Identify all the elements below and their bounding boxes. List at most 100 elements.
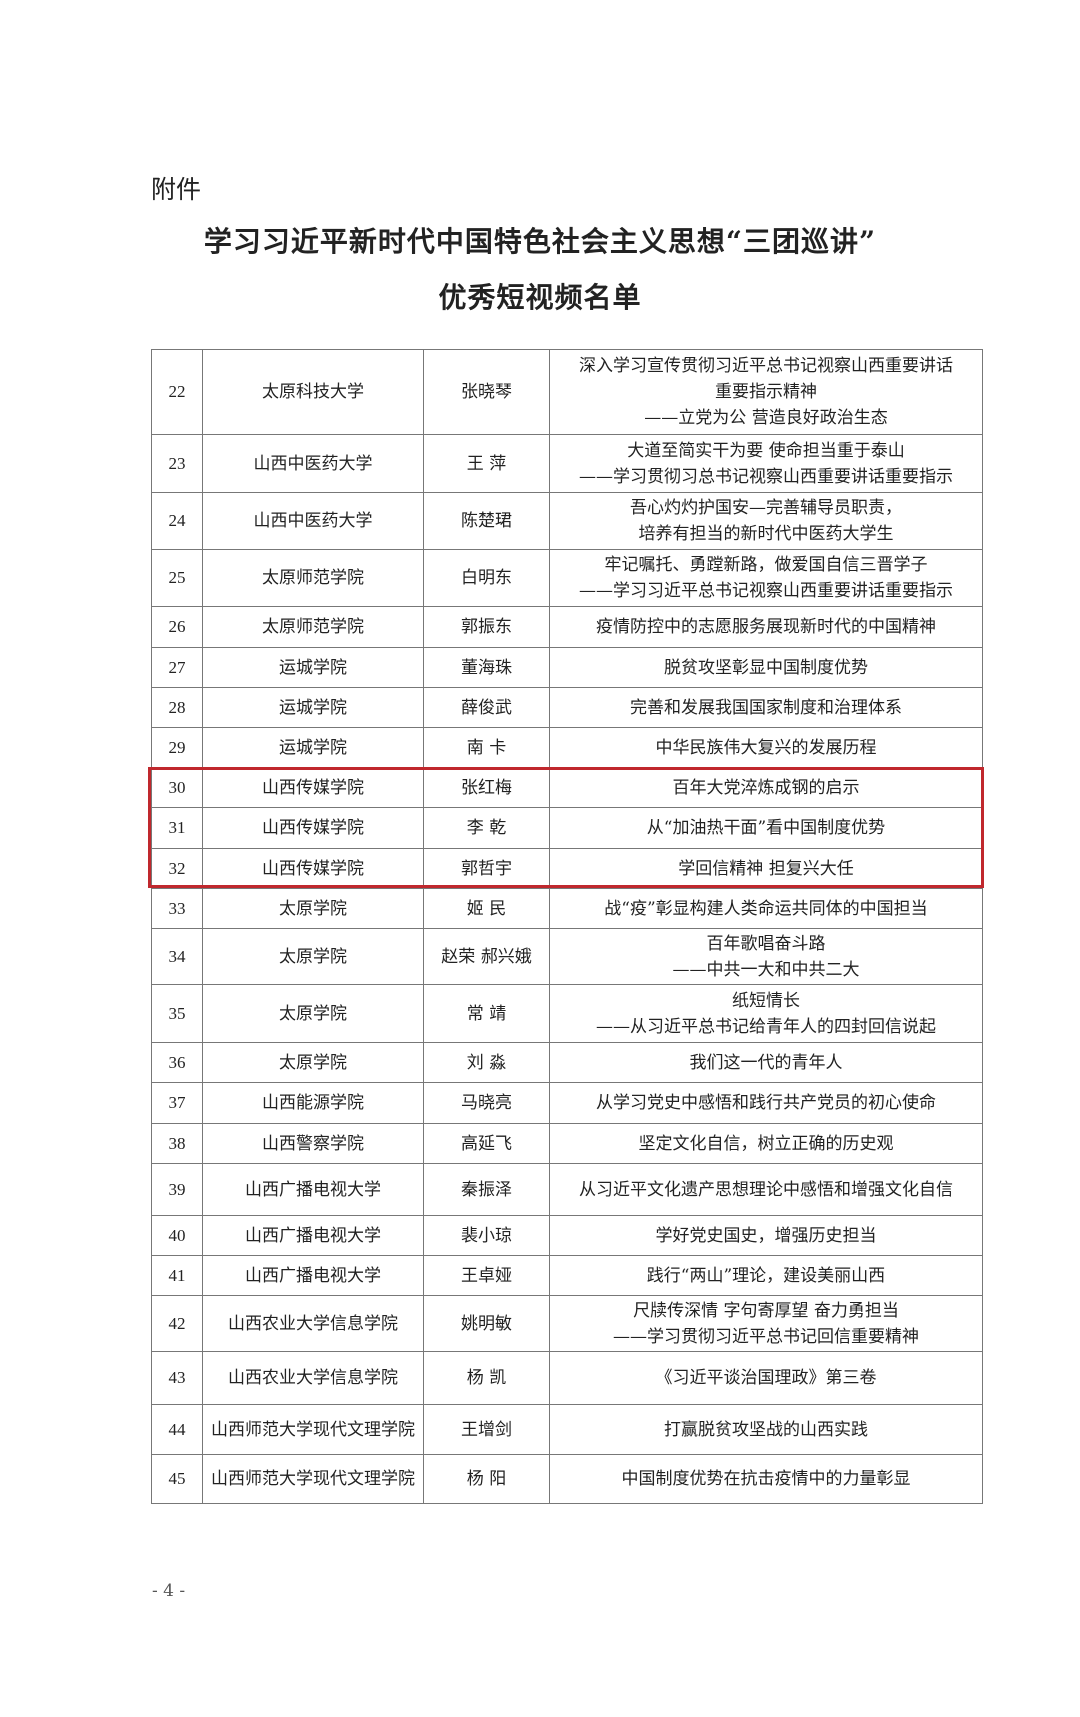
school-cell: 运城学院 bbox=[202, 727, 424, 768]
table-row: 38 山西警察学院 高延飞 坚定文化自信，树立正确的历史观 bbox=[151, 1123, 983, 1164]
school-cell: 山西广播电视大学 bbox=[202, 1215, 424, 1256]
author-cell: 董海珠 bbox=[423, 647, 550, 688]
table-row: 25 太原师范学院 白明东 牢记嘱托、勇蹚新路，做爱国自信三晋学子 ——学习习近平总书记… bbox=[151, 549, 983, 607]
table-row: 45 山西师范大学现代文理学院杨 阳 中国制度优势在抗击疫情中的力量彰显 bbox=[151, 1454, 983, 1504]
work-title-line: 践行“两山”理论，建设美丽山西 bbox=[646, 1265, 886, 1286]
author-cell: 姚明敏 bbox=[423, 1295, 550, 1352]
table-row: 23 山西中医药大学王 萍 大道至简实干为要 使命担当重于泰山 ——学习贯彻习总书记视… bbox=[151, 434, 983, 493]
author-cell: 南 卡 bbox=[423, 727, 550, 768]
work-title-cell: 坚定文化自信，树立正确的历史观 bbox=[549, 1123, 983, 1164]
author-cell: 郭振东 bbox=[423, 606, 550, 648]
row-number: 29 bbox=[151, 727, 203, 768]
work-title-line: 从“加油热干面”看中国制度优势 bbox=[646, 818, 886, 838]
author-cell: 杨 阳 bbox=[423, 1454, 550, 1504]
work-title-line: 坚定文化自信，树立正确的历史观 bbox=[638, 1133, 894, 1154]
author-cell: 薛俊武 bbox=[423, 687, 550, 728]
table-row: 39 山西广播电视大学 秦振泽 从习近平文化遗产思想理论中感悟和增强文化自信 bbox=[151, 1163, 983, 1216]
table-row: 43 山西农业大学信息学院杨 凯 《习近平谈治国理政》第三卷 bbox=[151, 1351, 983, 1405]
school-cell: 太原学院 bbox=[202, 1042, 424, 1083]
row-number: 28 bbox=[151, 687, 203, 728]
work-title-line: 学好党史国史，增强历史担当 bbox=[655, 1225, 877, 1246]
row-number: 33 bbox=[151, 888, 203, 929]
row-number: 22 bbox=[151, 349, 203, 435]
row-number: 38 bbox=[151, 1123, 203, 1164]
table-row: 37 山西能源学院 马晓亮 从学习党史中感悟和践行共产党员的初心使命 bbox=[151, 1082, 983, 1124]
table-row: 31 山西传媒学院李 乾从“加油热干面”看中国制度优势 bbox=[151, 807, 983, 849]
table-row: 27 运城学院 董海珠 脱贫攻坚彰显中国制度优势 bbox=[151, 647, 983, 688]
work-title-cell: 中国制度优势在抗击疫情中的力量彰显 bbox=[549, 1454, 983, 1504]
highlight-box bbox=[148, 767, 984, 888]
work-title-line: 完善和发展我国国家制度和治理体系 bbox=[630, 697, 902, 718]
school-cell: 山西能源学院 bbox=[202, 1082, 424, 1124]
work-title-line: 大道至简实干为要 使命担当重于泰山 bbox=[627, 440, 905, 461]
work-title-cell: 从“加油热干面”看中国制度优势 bbox=[549, 807, 983, 849]
work-title-line: 学回信精神 担复兴大任 bbox=[678, 858, 854, 879]
document-subtitle: 优秀短视频名单 bbox=[438, 281, 642, 314]
row-number: 41 bbox=[151, 1255, 203, 1296]
school-cell: 山西师范大学现代文理学院 bbox=[202, 1404, 424, 1455]
author-cell: 王卓娅 bbox=[423, 1255, 550, 1296]
school-cell: 山西师范大学现代文理学院 bbox=[202, 1454, 424, 1504]
work-title-line: 中国制度优势在抗击疫情中的力量彰显 bbox=[621, 1469, 911, 1489]
school-cell: 运城学院 bbox=[202, 647, 424, 688]
work-title-cell: 纸短情长 ——从习近平总书记给青年人的四封回信说起 bbox=[549, 984, 983, 1043]
table-row: 44 山西师范大学现代文理学院 王增剑 打赢脱贫攻坚战的山西实践 bbox=[151, 1404, 983, 1455]
school-cell: 山西农业大学信息学院 bbox=[202, 1351, 424, 1405]
author-cell: 白明东 bbox=[423, 549, 550, 607]
work-title-line: 纸短情长 bbox=[732, 990, 800, 1011]
author-cell: 郭哲宇 bbox=[423, 848, 550, 889]
row-number: 34 bbox=[151, 928, 203, 985]
row-number: 37 bbox=[151, 1082, 203, 1124]
school-cell: 山西中医药大学 bbox=[202, 492, 424, 550]
table-row: 33 太原学院姬 民 战“疫”彰显构建人类命运共同体的中国担当 bbox=[151, 888, 983, 929]
award-list-table: 22 太原科技大学 张晓琴 深入学习宣传贯彻习近平总书记视察山西重要讲话 重要指示精神 —… bbox=[151, 349, 983, 1504]
work-title-cell: 百年歌唱奋斗路 ——中共一大和中共二大 bbox=[549, 928, 983, 985]
row-number: 35 bbox=[151, 984, 203, 1043]
work-title-line: ——学习贯彻习近平总书记回信重要精神 bbox=[613, 1326, 919, 1347]
school-cell: 太原师范学院 bbox=[202, 606, 424, 648]
page-number: - 4 - bbox=[152, 1581, 186, 1601]
work-title-cell: 大道至简实干为要 使命担当重于泰山 ——学习贯彻习总书记视察山西重要讲话重要指示 bbox=[549, 434, 983, 493]
table-row: 32 山西传媒学院 郭哲宇 学回信精神 担复兴大任 bbox=[151, 848, 983, 889]
school-cell: 山西传媒学院 bbox=[202, 807, 424, 849]
work-title-line: 培养有担当的新时代中医药大学生 bbox=[638, 524, 894, 544]
work-title-cell: 打赢脱贫攻坚战的山西实践 bbox=[549, 1404, 983, 1455]
work-title-cell: 我们这一代的青年人 bbox=[549, 1042, 983, 1083]
author-cell: 王增剑 bbox=[423, 1404, 550, 1455]
row-number: 42 bbox=[151, 1295, 203, 1352]
author-cell: 裴小琼 bbox=[423, 1215, 550, 1256]
work-title-line: 尺牍传深情 字句寄厚望 奋力勇担当 bbox=[633, 1300, 899, 1321]
work-title-cell: 中华民族伟大复兴的发展历程 bbox=[549, 727, 983, 768]
work-title-line: 重要指示精神 bbox=[715, 382, 817, 402]
table-row: 36 太原学院刘 淼 我们这一代的青年人 bbox=[151, 1042, 983, 1083]
work-title-line: ——从习近平总书记给青年人的四封回信说起 bbox=[596, 1016, 936, 1037]
table-row: 40 山西广播电视大学 裴小琼 学好党史国史，增强历史担当 bbox=[151, 1215, 983, 1256]
work-title-line: 战“疫”彰显构建人类命运共同体的中国担当 bbox=[604, 898, 928, 919]
work-title-cell: 吾心灼灼护国安—完善辅导员职责， 培养有担当的新时代中医药大学生 bbox=[549, 492, 983, 550]
school-cell: 太原科技大学 bbox=[202, 349, 424, 435]
work-title-line: 吾心灼灼护国安—完善辅导员职责， bbox=[630, 498, 902, 518]
work-title-cell: 牢记嘱托、勇蹚新路，做爱国自信三晋学子 ——学习习近平总书记视察山西重要讲话重要指… bbox=[549, 549, 983, 607]
work-title-cell: 深入学习宣传贯彻习近平总书记视察山西重要讲话 重要指示精神 ——立党为公 营造良好政… bbox=[549, 349, 983, 435]
school-cell: 山西广播电视大学 bbox=[202, 1163, 424, 1216]
work-title-cell: 疫情防控中的志愿服务展现新时代的中国精神 bbox=[549, 606, 983, 648]
work-title-cell: 战“疫”彰显构建人类命运共同体的中国担当 bbox=[549, 888, 983, 929]
row-number: 36 bbox=[151, 1042, 203, 1083]
work-title-line: ——中共一大和中共二大 bbox=[672, 959, 860, 980]
row-number: 27 bbox=[151, 647, 203, 688]
school-cell: 山西广播电视大学 bbox=[202, 1255, 424, 1296]
school-cell: 太原学院 bbox=[202, 888, 424, 929]
row-number: 43 bbox=[151, 1351, 203, 1405]
work-title-line: 脱贫攻坚彰显中国制度优势 bbox=[664, 657, 868, 678]
table-row: 34 太原学院 赵荣 郝兴娥 百年歌唱奋斗路 ——中共一大和中共二大 bbox=[151, 928, 983, 985]
author-cell: 赵荣 郝兴娥 bbox=[423, 928, 550, 985]
table-row: 28 运城学院 薛俊武 完善和发展我国国家制度和治理体系 bbox=[151, 687, 983, 728]
work-title-line: 从学习党史中感悟和践行共产党员的初心使命 bbox=[596, 1093, 936, 1113]
row-number: 24 bbox=[151, 492, 203, 550]
school-cell: 太原师范学院 bbox=[202, 549, 424, 607]
table-row: 22 太原科技大学 张晓琴 深入学习宣传贯彻习近平总书记视察山西重要讲话 重要指示精神 —… bbox=[151, 349, 983, 435]
work-title-line: ——立党为公 营造良好政治生态 bbox=[644, 408, 888, 428]
work-title-cell: 《习近平谈治国理政》第三卷 bbox=[549, 1351, 983, 1405]
author-cell: 高延飞 bbox=[423, 1123, 550, 1164]
work-title-line: ——学习贯彻习总书记视察山西重要讲话重要指示 bbox=[579, 466, 953, 487]
